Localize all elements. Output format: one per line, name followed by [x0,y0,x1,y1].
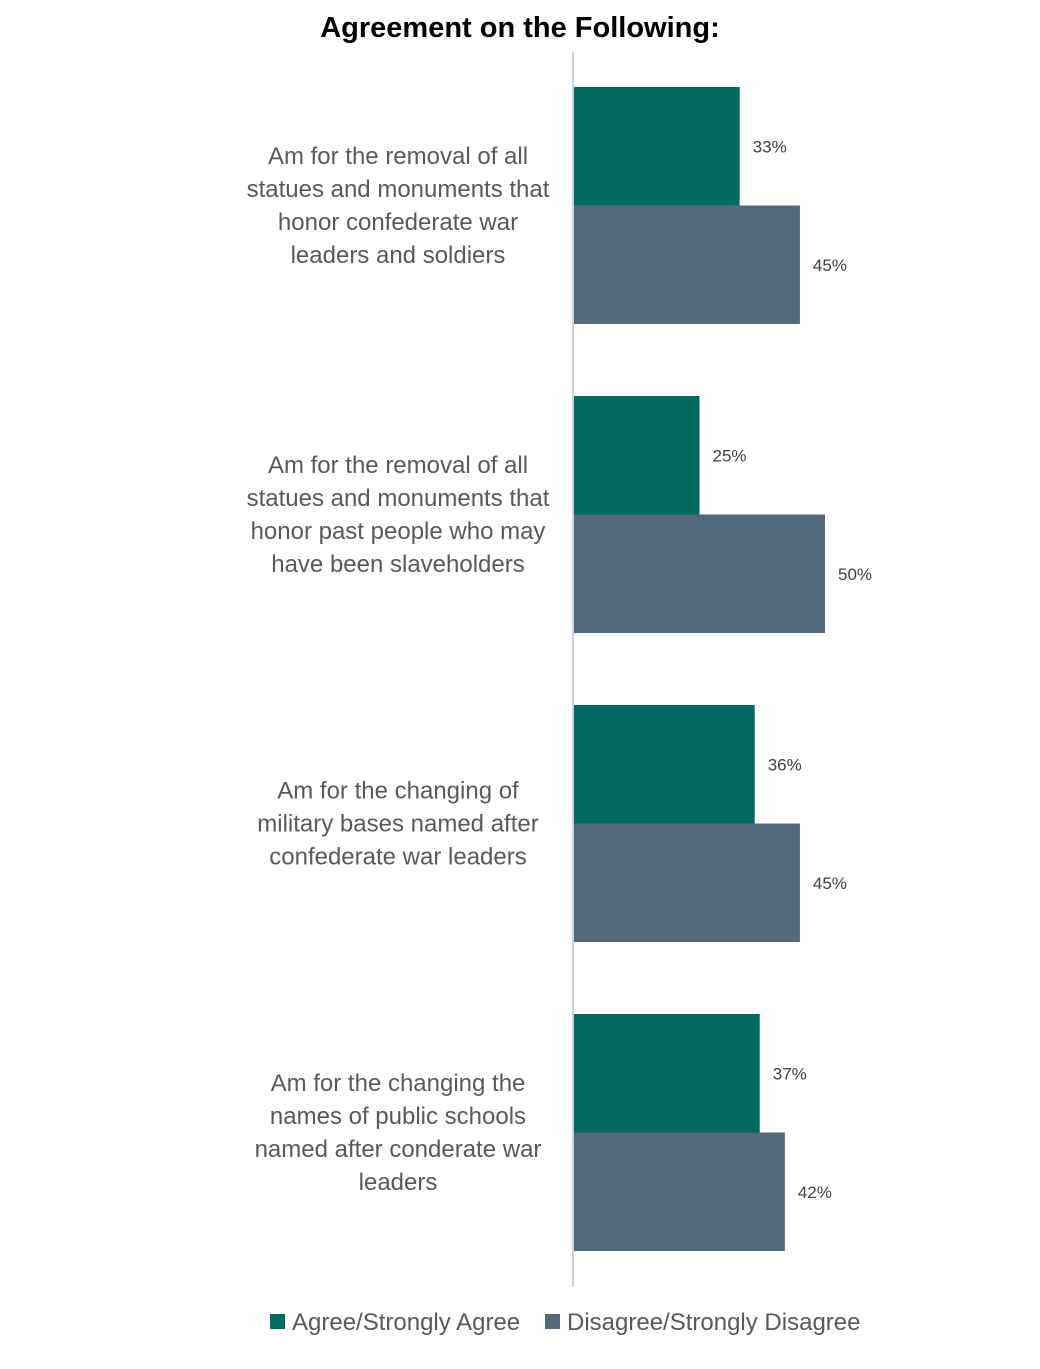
bar-disagree-3 [574,823,800,942]
data-label-disagree-1: 45% [813,256,847,275]
data-label-disagree-3: 45% [813,874,847,893]
bar-disagree-4 [574,1132,785,1251]
legend-label-disagree: Disagree/Strongly Disagree [567,1309,860,1336]
data-label-agree-1: 33% [753,137,787,156]
bar-disagree-2 [574,514,825,633]
bar-agree-3 [574,705,755,824]
legend: Agree/Strongly Agree Disagree/Strongly Di… [270,1309,860,1336]
bar-agree-4 [574,1014,760,1133]
bars-layer: 33% 45% 25% 50% 36% 45% 37% 42% [574,87,872,1251]
legend-label-agree: Agree/Strongly Agree [292,1309,520,1336]
data-label-agree-3: 36% [768,755,802,774]
category-label-4: Am for the changing the names of public s… [255,1070,542,1196]
chart-title: Agreement on the Following: [320,12,720,44]
category-label-2: Am for the removal of all statues and mon… [247,452,550,578]
data-label-disagree-4: 42% [798,1183,832,1202]
bar-agree-1 [574,87,740,206]
legend-swatch-agree [270,1314,285,1329]
legend-swatch-disagree [545,1314,560,1329]
bar-agree-2 [574,396,700,515]
category-label-1: Am for the removal of all statues and mon… [247,143,550,269]
category-label-3: Am for the changing of military bases nam… [257,778,538,871]
bar-disagree-1 [574,205,800,324]
data-label-agree-2: 25% [713,446,747,465]
data-label-agree-4: 37% [773,1064,807,1083]
data-label-disagree-2: 50% [838,565,872,584]
category-labels: Am for the removal of all statues and mon… [247,143,550,1196]
